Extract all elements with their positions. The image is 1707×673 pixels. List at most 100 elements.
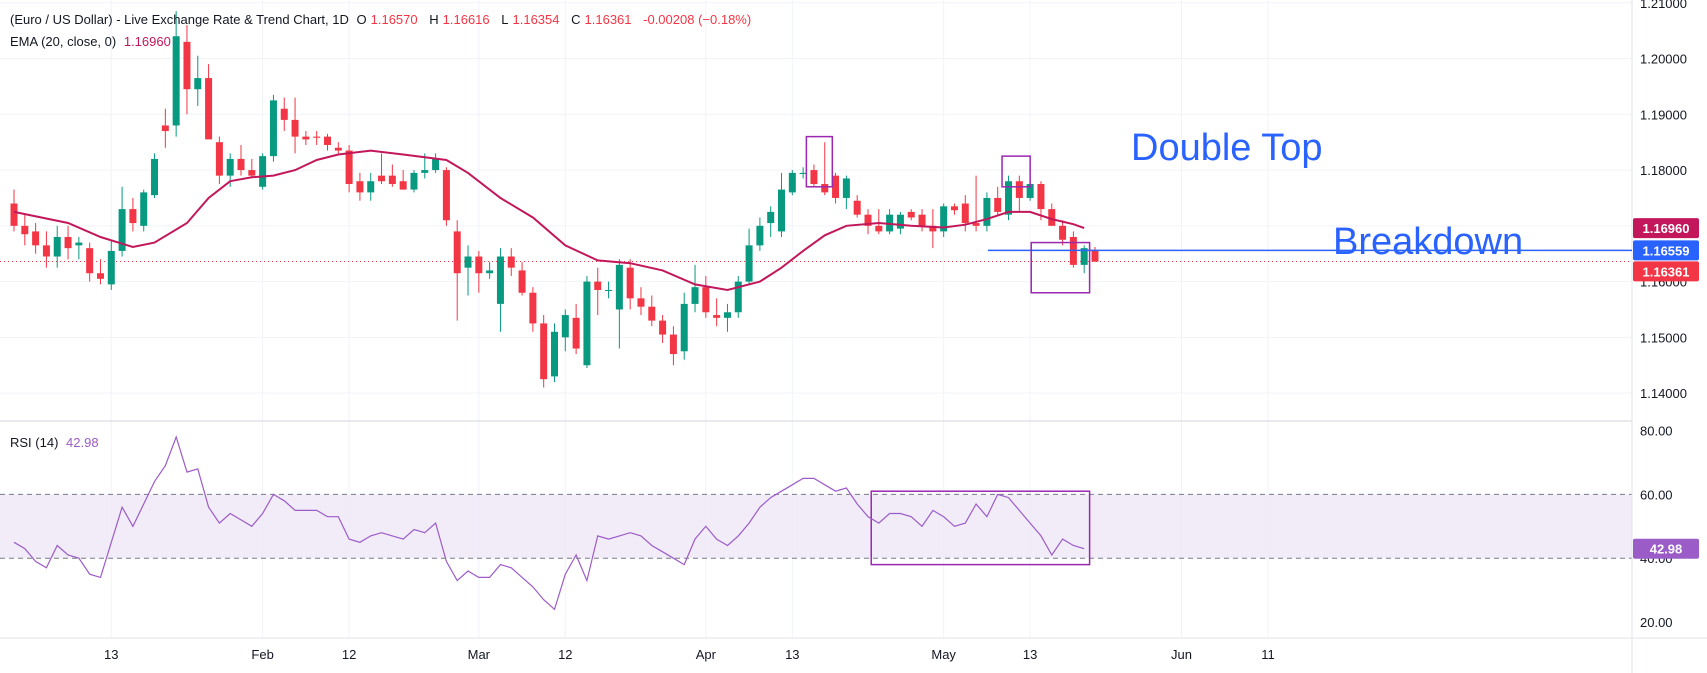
price-badge-text: 1.16361: [1643, 264, 1690, 279]
candle-body: [291, 119, 299, 137]
candle-body: [810, 170, 818, 185]
candle-body: [345, 150, 353, 185]
candle-body: [691, 287, 699, 304]
candle: [280, 97, 288, 132]
candle-body: [561, 315, 569, 338]
double-top-label[interactable]: Double Top: [1131, 127, 1323, 169]
candle: [248, 158, 256, 179]
candle: [788, 170, 796, 196]
candle: [702, 276, 710, 318]
candle-body: [853, 200, 861, 215]
symbol-title[interactable]: (Euro / US Dollar) - Live Exchange Rate …: [10, 12, 349, 27]
ema-legend[interactable]: EMA (20, close, 0) 1.16960: [10, 34, 175, 49]
candle: [486, 262, 494, 279]
price-tick-label: 1.19000: [1640, 107, 1687, 122]
ema-polyline: [13, 149, 1085, 292]
candle-body: [832, 175, 840, 198]
candle-body: [356, 181, 364, 193]
time-tick-label: 13: [104, 647, 118, 662]
price-tick-label: 1.21000: [1640, 0, 1687, 11]
time-tick-label: Mar: [468, 647, 491, 662]
candle-body: [875, 225, 883, 232]
candle-body: [269, 100, 277, 157]
candle-body: [421, 170, 429, 173]
candle: [32, 223, 40, 254]
candle: [64, 225, 72, 260]
candle-body: [378, 175, 386, 182]
candle: [994, 186, 1002, 215]
candle-body: [648, 306, 656, 321]
candle: [496, 248, 504, 332]
candle: [1091, 247, 1099, 263]
candle: [432, 153, 440, 173]
candle-body: [1091, 249, 1099, 262]
candle-body: [96, 273, 104, 279]
candle: [118, 186, 126, 257]
close-label: C: [571, 12, 581, 27]
candle: [399, 170, 407, 190]
price-badge: 1.16559: [1633, 240, 1699, 261]
candle-body: [1005, 181, 1013, 215]
candle: [637, 287, 645, 316]
candle: [810, 164, 818, 187]
candle: [756, 217, 764, 251]
candle: [799, 167, 807, 179]
time-tick-label: Apr: [696, 647, 717, 662]
candle: [648, 295, 656, 327]
candle: [940, 203, 948, 237]
rsi-badge: 42.98: [1633, 538, 1699, 559]
candle: [832, 172, 840, 204]
candle-body: [994, 197, 1002, 212]
candle: [269, 94, 277, 162]
candle: [151, 153, 159, 198]
candle-body: [453, 231, 461, 274]
candle: [464, 245, 472, 296]
candle-body: [778, 189, 786, 232]
candle: [626, 259, 634, 310]
candle: [53, 225, 61, 268]
candle: [778, 172, 786, 237]
candle-body: [86, 248, 94, 274]
candle: [1080, 245, 1088, 274]
candle: [129, 197, 137, 232]
close-value: 1.16361: [584, 12, 632, 27]
chart-legend-main: (Euro / US Dollar) - Live Exchange Rate …: [10, 12, 755, 27]
candle: [291, 97, 299, 154]
candle-body: [161, 125, 169, 132]
candle-body: [129, 209, 137, 224]
candle: [529, 287, 537, 332]
candle-body: [32, 231, 40, 246]
rsi-tick-label: 20.00: [1640, 615, 1673, 630]
candle: [259, 153, 267, 190]
candle-body: [388, 175, 396, 185]
rsi-polyline: [13, 435, 1085, 611]
candle-body: [518, 270, 526, 293]
candle: [853, 195, 861, 218]
candle-body: [1026, 184, 1034, 198]
candle: [561, 309, 569, 352]
breakdown-label[interactable]: Breakdown: [1333, 221, 1523, 263]
candle-body: [442, 170, 450, 221]
price-tick-label: 1.14000: [1640, 386, 1687, 401]
candle-body: [226, 158, 234, 176]
candle-body: [864, 214, 872, 226]
ema-legend-label: EMA (20, close, 0): [10, 34, 117, 49]
candle: [669, 326, 677, 366]
candle-body: [410, 172, 418, 190]
candle: [1048, 203, 1056, 226]
price-badge-text: 1.16559: [1643, 243, 1690, 258]
change-value: -0.00208 (−0.18%): [643, 12, 752, 27]
rsi-band: [0, 493, 1632, 559]
annotation-box: [805, 135, 834, 188]
candle-body: [118, 209, 126, 251]
candle-body: [75, 242, 83, 246]
candle-body: [842, 178, 850, 198]
candle: [605, 281, 613, 299]
candle-body: [918, 214, 926, 226]
high-label: H: [429, 12, 439, 27]
candle: [10, 189, 18, 232]
open-value: 1.16570: [370, 12, 418, 27]
rsi-legend[interactable]: RSI (14) 42.98: [10, 435, 103, 450]
